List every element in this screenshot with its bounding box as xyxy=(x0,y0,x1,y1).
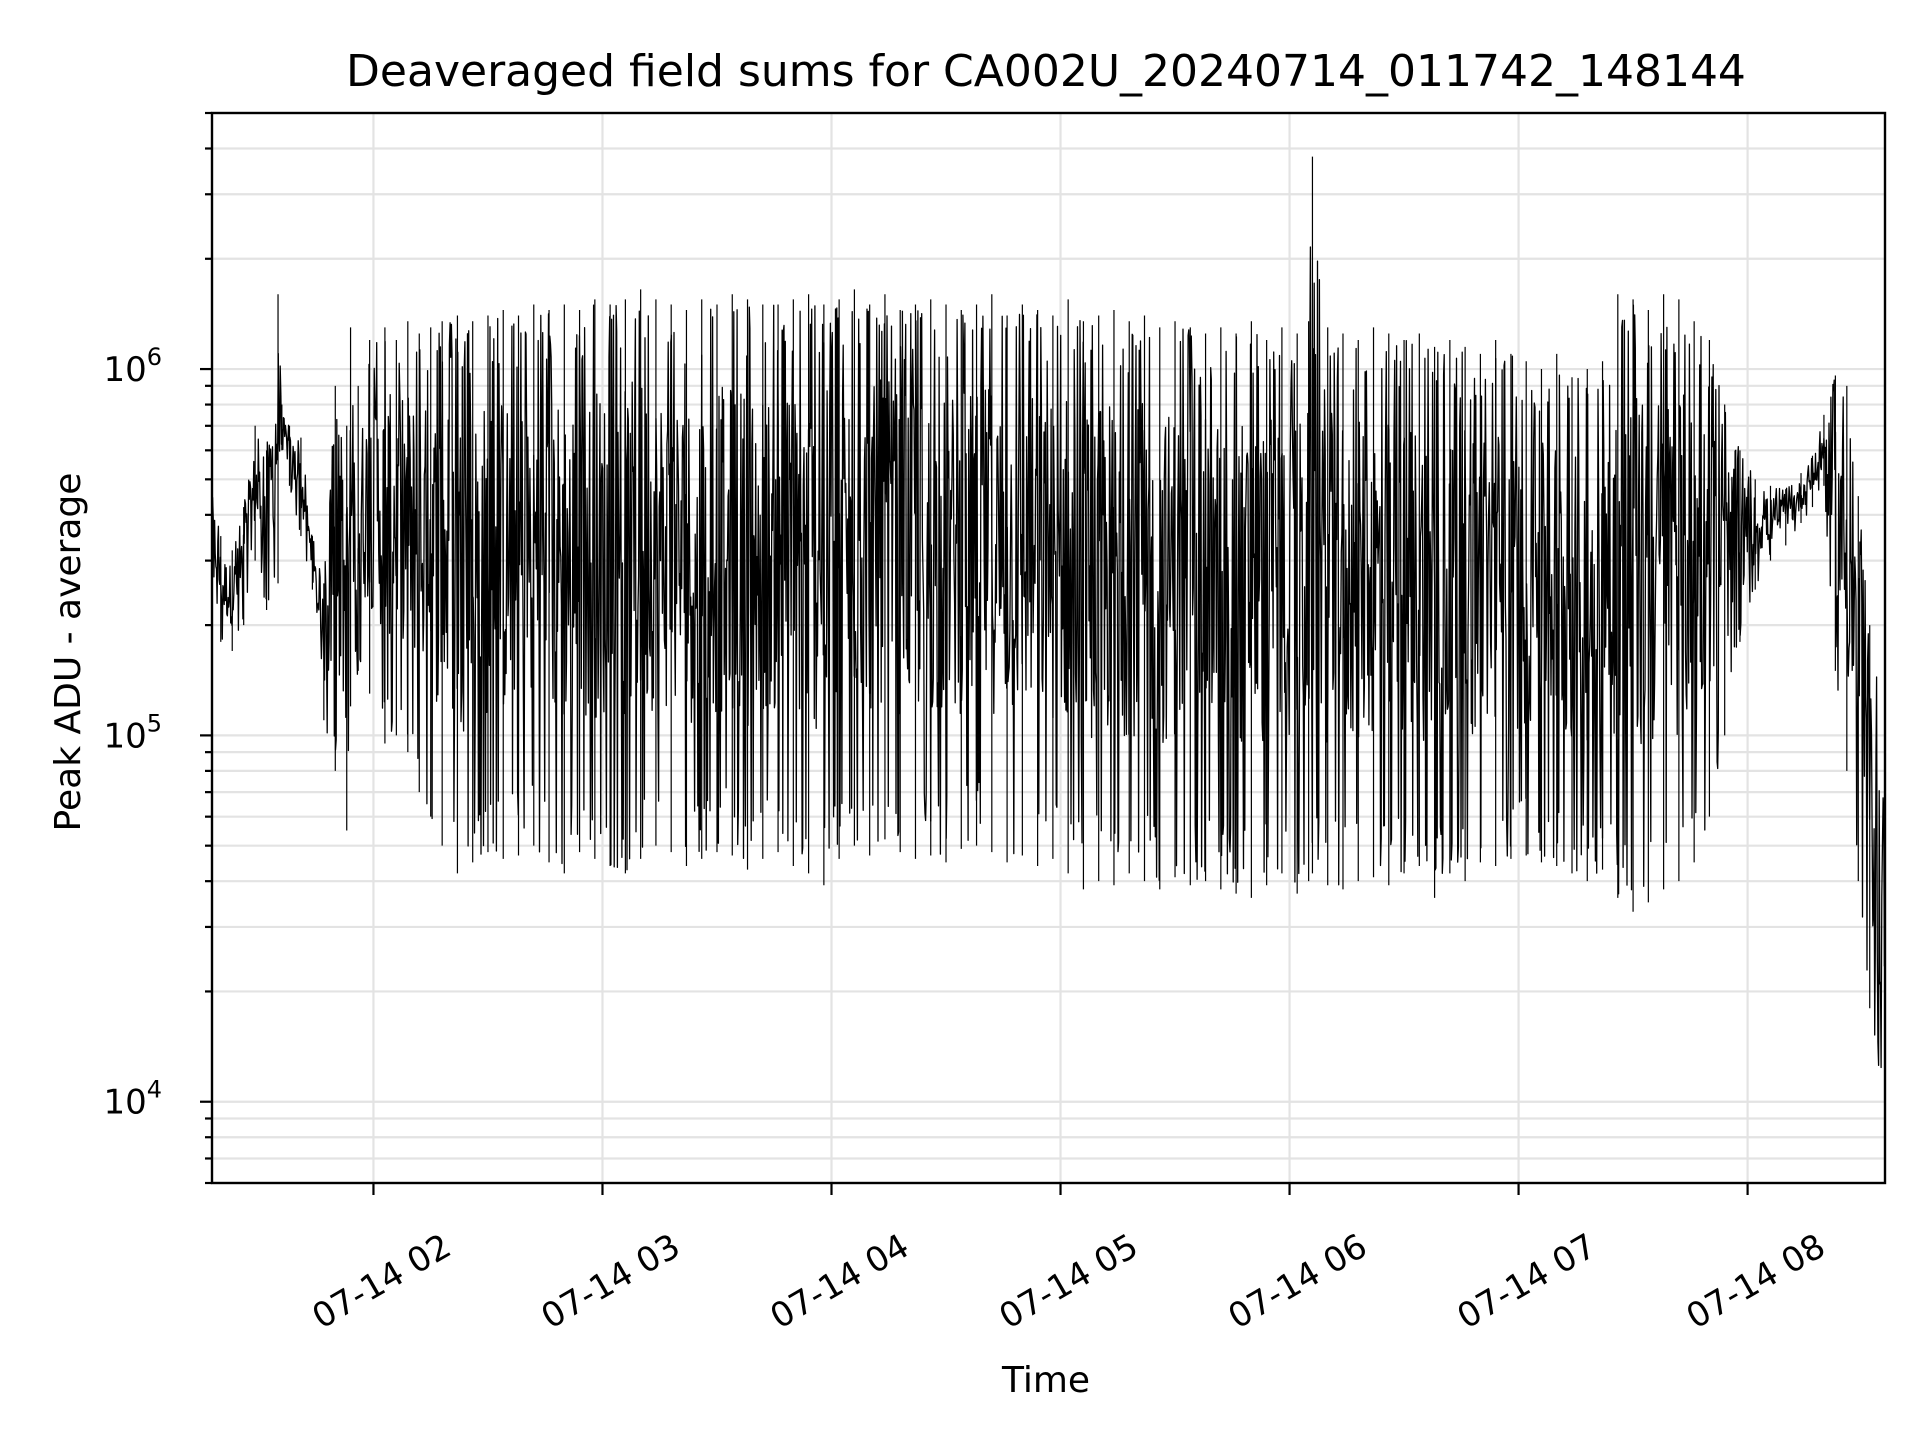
x-tick-label: 07-14 08 xyxy=(1680,1226,1832,1337)
x-tick-label: 07-14 02 xyxy=(306,1226,458,1337)
x-tick-label: 07-14 03 xyxy=(535,1226,687,1337)
y-tick-label: 106 xyxy=(103,343,162,390)
series-layer xyxy=(211,156,1886,1128)
x-tick-label: 07-14 05 xyxy=(993,1226,1145,1337)
plot-frame xyxy=(210,111,1887,1185)
x-axis-label: Time xyxy=(1001,1360,1090,1401)
y-tick-label: 105 xyxy=(103,709,162,756)
chart-title: Deaveraged field sums for CA002U_2024071… xyxy=(346,46,1746,97)
y-axis-label: Peak ADU - average xyxy=(48,473,89,832)
y-tick-label: 104 xyxy=(103,1076,162,1123)
x-tick-label: 07-14 07 xyxy=(1451,1226,1603,1337)
x-tick-label: 07-14 06 xyxy=(1222,1226,1374,1337)
series-line-0 xyxy=(211,246,1886,1069)
x-tick-label: 07-14 04 xyxy=(764,1226,916,1337)
